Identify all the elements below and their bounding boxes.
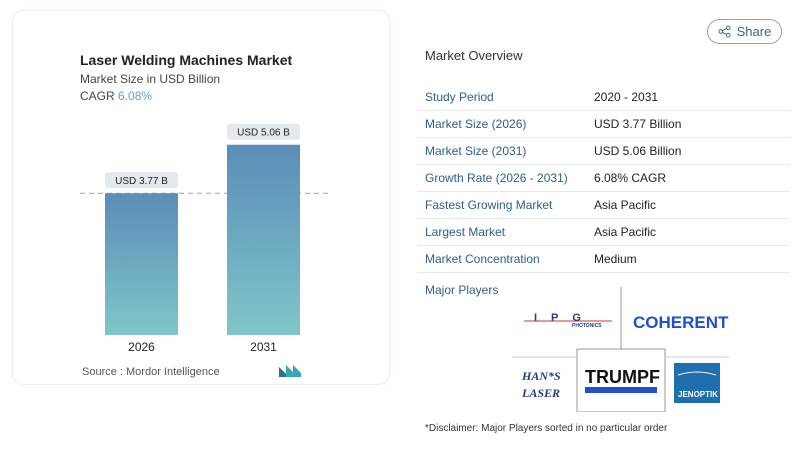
row-value: 2020 - 2031 xyxy=(594,90,659,104)
share-label: Share xyxy=(736,24,772,39)
bar-2031 xyxy=(227,144,300,335)
share-button[interactable]: Share xyxy=(707,19,782,44)
data-label: USD 3.77 B xyxy=(115,176,168,187)
row-key: Market Size (2026) xyxy=(425,117,527,131)
cagr: CAGR 6.08% xyxy=(80,89,152,103)
row-key: Fastest Growing Market xyxy=(425,198,553,212)
cagr-value: 6.08% xyxy=(118,89,153,103)
table-row: Market Size (2026) USD 3.77 Billion xyxy=(417,111,790,138)
overview-title: Market Overview xyxy=(425,48,523,63)
row-value: Medium xyxy=(594,252,637,266)
table-row: Market Size (2031) USD 5.06 Billion xyxy=(417,138,790,165)
table-row: Fastest Growing Market Asia Pacific xyxy=(417,192,790,219)
cagr-label: CAGR xyxy=(80,89,115,103)
table-row: Market Concentration Medium xyxy=(417,246,790,273)
bar-2026 xyxy=(105,193,178,335)
mordor-logo-icon xyxy=(279,365,301,377)
jenoptik-logo: JENOPTIK xyxy=(674,363,720,403)
row-key: Growth Rate (2026 - 2031) xyxy=(425,171,568,185)
row-value: USD 3.77 Billion xyxy=(594,117,682,131)
data-label: USD 5.06 B xyxy=(237,128,290,139)
overview-table: Study Period 2020 - 2031 Market Size (202… xyxy=(417,84,790,273)
disclaimer: *Disclaimer: Major Players sorted in no … xyxy=(425,423,668,434)
share-icon xyxy=(718,25,731,38)
svg-text:JENOPTIK: JENOPTIK xyxy=(678,390,718,399)
table-row: Largest Market Asia Pacific xyxy=(417,219,790,246)
chart-subtitle: Market Size in USD Billion xyxy=(80,72,221,86)
row-value: Asia Pacific xyxy=(594,198,657,212)
x-tick-label: 2031 xyxy=(250,340,277,354)
row-value: USD 5.06 Billion xyxy=(594,144,682,158)
row-key: Largest Market xyxy=(425,225,506,239)
row-value: 6.08% CAGR xyxy=(594,171,667,185)
major-players-label: Major Players xyxy=(425,283,499,297)
coherent-logo: COHERENT xyxy=(633,313,729,332)
hans-laser-logo: HAN*S xyxy=(521,369,561,383)
row-value: Asia Pacific xyxy=(594,225,657,239)
x-tick-label: 2026 xyxy=(128,340,155,354)
svg-text:PHOTONICS: PHOTONICS xyxy=(572,323,602,329)
data-label-bg xyxy=(105,172,178,189)
trumpf-logo: TRUMPF xyxy=(585,367,660,387)
chart-card xyxy=(12,10,390,385)
source: Source : Mordor Intelligence xyxy=(82,366,220,378)
svg-text:IPG: IPG xyxy=(534,312,595,324)
table-row: Growth Rate (2026 - 2031) 6.08% CAGR xyxy=(417,165,790,192)
bar-chart: USD 3.77 B 2026 USD 5.06 B 2031 xyxy=(80,123,330,354)
row-key: Study Period xyxy=(425,90,494,104)
svg-text:LASER: LASER xyxy=(521,386,560,400)
table-row: Study Period 2020 - 2031 xyxy=(417,84,790,111)
row-key: Market Size (2031) xyxy=(425,144,527,158)
data-label-bg xyxy=(227,123,300,140)
chart-title: Laser Welding Machines Market xyxy=(80,52,293,68)
row-key: Market Concentration xyxy=(425,252,540,266)
